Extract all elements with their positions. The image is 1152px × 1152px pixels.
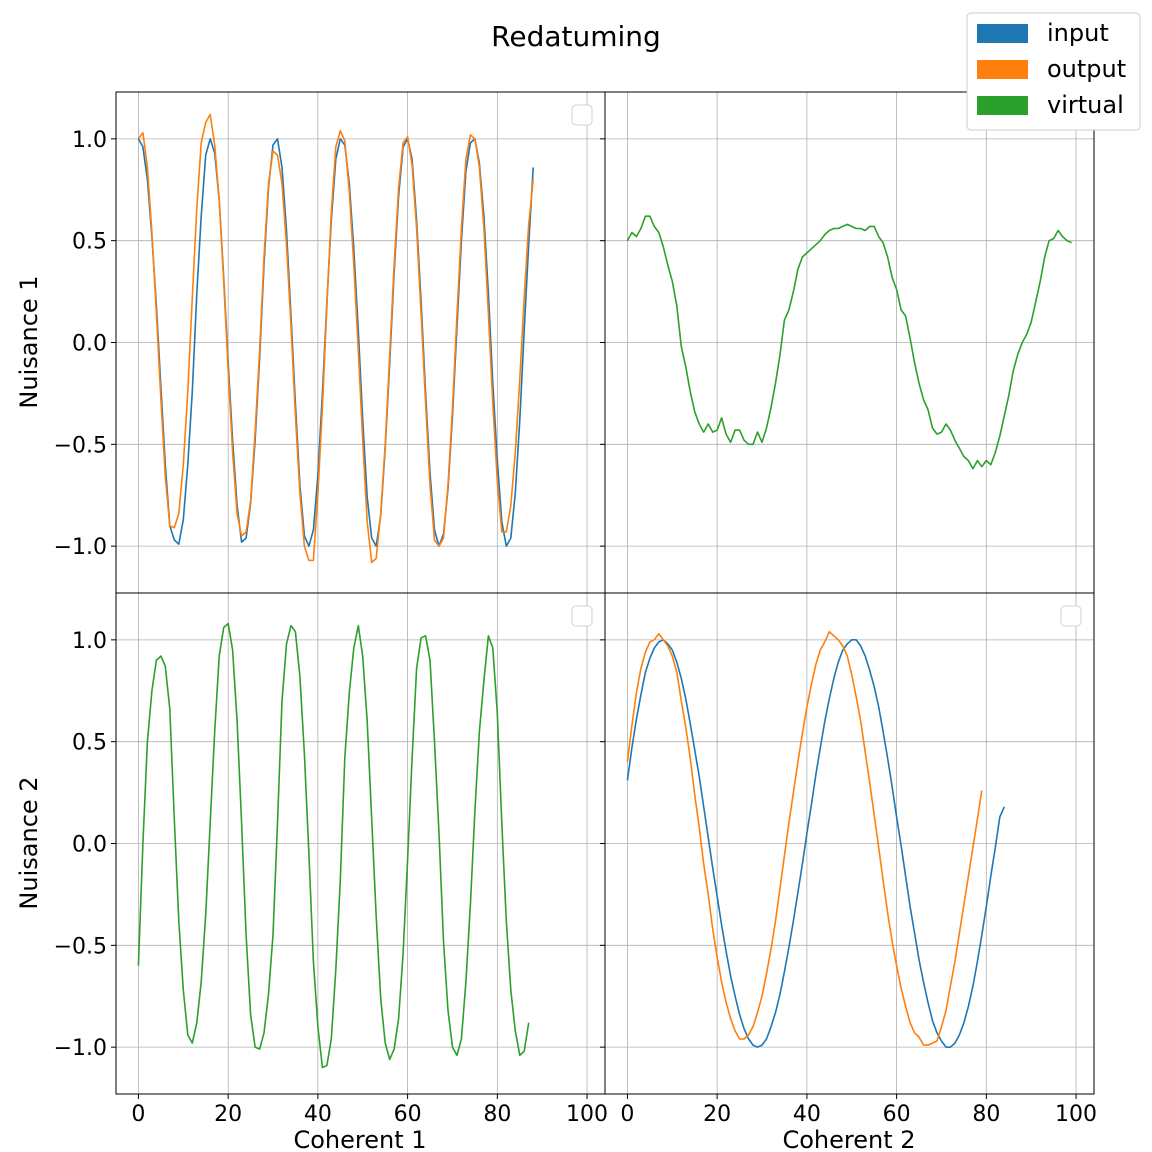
y-tick-label: 1.0 xyxy=(72,128,107,153)
series-line-input xyxy=(137,138,534,547)
x-tick-label: 0 xyxy=(620,1102,634,1127)
x-tick-label: 60 xyxy=(883,1102,911,1127)
series-line-virtual xyxy=(137,622,530,1069)
y-tick-label: 0.5 xyxy=(72,731,107,756)
legend-swatch-virtual xyxy=(977,96,1028,115)
panel-r0c1 xyxy=(600,91,1095,598)
empty-legend-box xyxy=(1060,605,1082,627)
legend-swatch-output xyxy=(977,60,1028,79)
chart-title: Redatuming xyxy=(491,20,661,53)
y-tick-label: 0.5 xyxy=(72,230,107,255)
y-axis-label-top: Nuisance 1 xyxy=(15,275,43,408)
y-tick-label: 0.0 xyxy=(72,833,107,858)
panel-r1c1: 0 20 40 60 80 100 xyxy=(600,592,1097,1127)
x-tick-label: 80 xyxy=(972,1102,1000,1127)
y-tick-label: −0.5 xyxy=(54,433,107,458)
x-tick-label: 100 xyxy=(566,1102,608,1127)
plot-layer: −1.0 −0.5 0.0 0.5 1.0 0 20 40 60 80 100 −1.0 −0.5 0.0… xyxy=(54,91,1097,1127)
x-tick-label: 80 xyxy=(483,1102,511,1127)
legend-label-input: input xyxy=(1047,19,1109,47)
legend-swatch-input xyxy=(977,24,1028,43)
series-line-virtual xyxy=(626,215,1072,470)
panel-r0c0: −1.0 −0.5 0.0 0.5 1.0 xyxy=(54,91,606,598)
x-tick-label: 0 xyxy=(131,1102,145,1127)
x-tick-label: 60 xyxy=(394,1102,422,1127)
y-tick-label: −0.5 xyxy=(54,934,107,959)
x-tick-label: 40 xyxy=(793,1102,821,1127)
series-line-output xyxy=(626,630,983,1046)
empty-legend-box xyxy=(571,104,593,126)
panel-r1c0: 0 20 40 60 80 100 −1.0 −0.5 0.0 0.5 1.0 xyxy=(54,592,608,1127)
empty-legend-box xyxy=(571,605,593,627)
x-tick-label: 20 xyxy=(214,1102,242,1127)
x-axis-label-right: Coherent 2 xyxy=(782,1126,915,1152)
y-tick-label: 0.0 xyxy=(72,332,107,357)
y-tick-label: −1.0 xyxy=(54,535,107,560)
x-tick-label: 40 xyxy=(304,1102,332,1127)
y-tick-label: 1.0 xyxy=(72,629,107,654)
legend-label-output: output xyxy=(1047,55,1126,83)
legend-label-virtual: virtual xyxy=(1047,91,1124,119)
y-axis-label-bottom: Nuisance 2 xyxy=(15,776,43,909)
series-line-output xyxy=(137,113,534,564)
y-tick-label: −1.0 xyxy=(54,1036,107,1061)
panel-frame xyxy=(604,592,1095,1095)
x-tick-label: 100 xyxy=(1055,1102,1097,1127)
series-line-input xyxy=(626,639,1006,1048)
x-tick-label: 20 xyxy=(703,1102,731,1127)
legend: input output virtual xyxy=(966,12,1141,131)
x-axis-label-left: Coherent 1 xyxy=(293,1126,426,1152)
